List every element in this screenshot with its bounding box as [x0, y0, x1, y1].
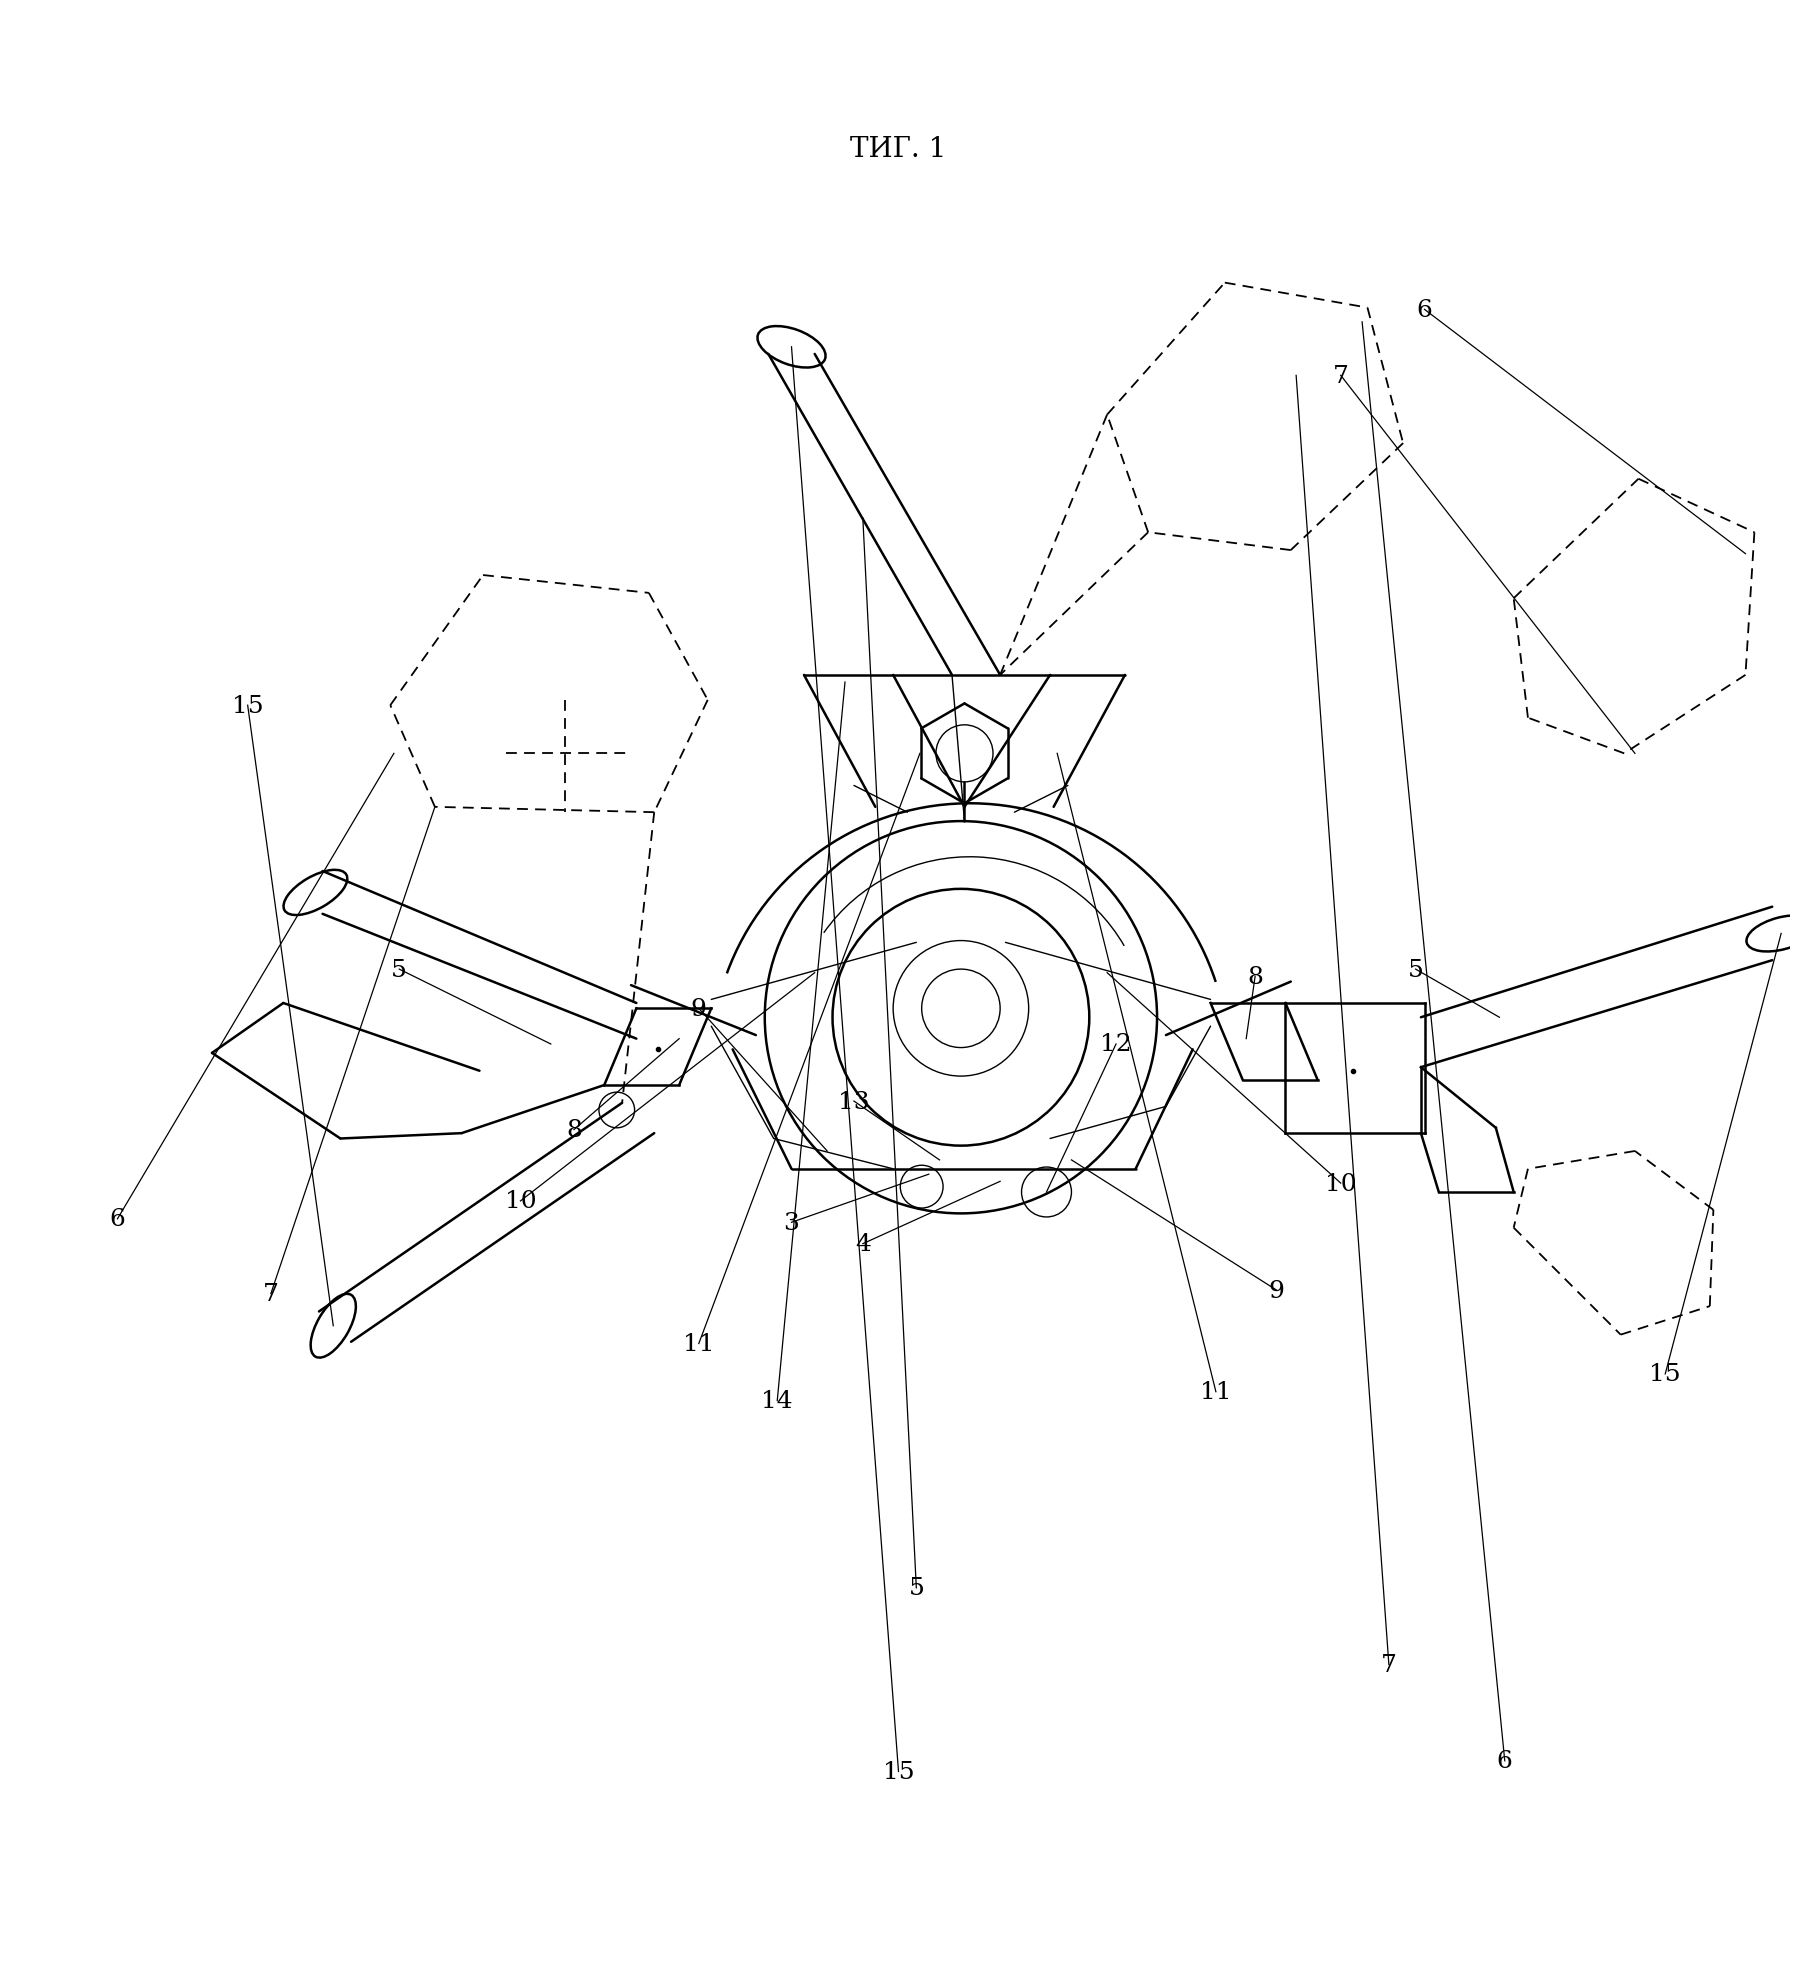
Text: 5: 5 [909, 1576, 924, 1599]
Text: 15: 15 [882, 1760, 915, 1784]
Text: 6: 6 [1497, 1750, 1513, 1772]
Text: 5: 5 [392, 957, 408, 981]
Text: 6: 6 [1416, 299, 1432, 321]
Text: 11: 11 [683, 1332, 715, 1356]
Text: 5: 5 [1407, 957, 1423, 981]
Text: 9: 9 [690, 997, 706, 1021]
Text: 7: 7 [1380, 1653, 1396, 1677]
Text: 9: 9 [1269, 1278, 1285, 1302]
Text: 15: 15 [1650, 1364, 1680, 1385]
Text: 8: 8 [1247, 965, 1263, 989]
Text: 10: 10 [505, 1189, 536, 1213]
Text: 14: 14 [762, 1389, 792, 1413]
Text: 15: 15 [232, 694, 264, 717]
Text: 4: 4 [855, 1233, 872, 1255]
Text: 8: 8 [566, 1118, 582, 1142]
Text: 7: 7 [1333, 365, 1350, 388]
Text: 6: 6 [110, 1207, 126, 1231]
Text: ΤИГ. 1: ΤИГ. 1 [850, 137, 947, 163]
Text: 13: 13 [837, 1090, 870, 1114]
Text: 7: 7 [262, 1282, 279, 1306]
Text: 12: 12 [1100, 1033, 1132, 1056]
Text: 3: 3 [783, 1211, 800, 1235]
Text: 11: 11 [1200, 1381, 1231, 1403]
Text: 10: 10 [1324, 1171, 1357, 1195]
